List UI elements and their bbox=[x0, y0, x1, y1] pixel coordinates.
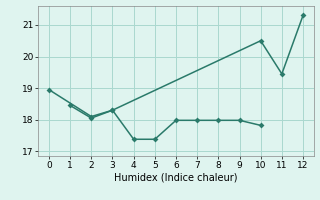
X-axis label: Humidex (Indice chaleur): Humidex (Indice chaleur) bbox=[114, 173, 238, 183]
